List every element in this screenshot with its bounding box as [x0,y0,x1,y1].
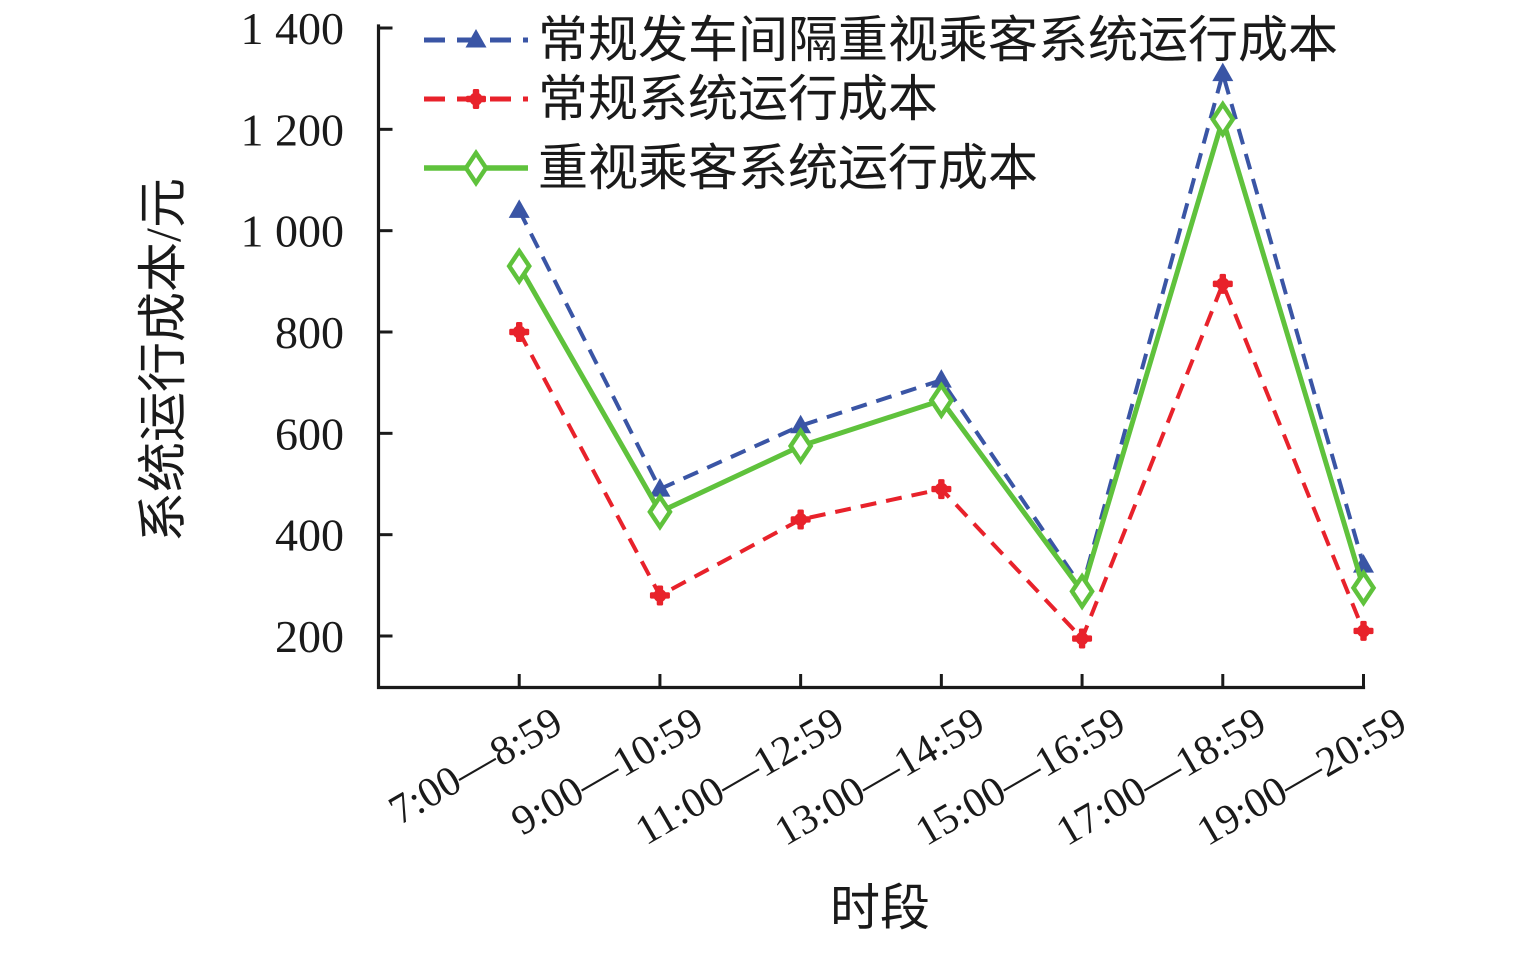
x-axis-title: 时段 [830,880,930,936]
diamond-marker [647,492,673,531]
triangle-marker [649,478,671,497]
plus-marker [472,89,480,109]
diamond-marker [506,247,532,286]
diamond-marker [1210,100,1236,139]
diamond-marker [787,426,814,466]
y-tick-label: 800 [275,307,344,358]
triangle-marker [508,199,530,218]
triangle-marker [465,29,487,48]
plus-marker [1078,628,1086,649]
diamond-marker [1350,568,1377,607]
y-tick-label: 400 [275,510,344,561]
plus-marker [1219,273,1226,294]
y-tick-label: 200 [275,611,344,662]
plus-marker [656,585,664,606]
legend-label-1: 常规系统运行成本 [538,71,938,127]
plus-marker [938,479,945,500]
axis-frame [376,24,1366,690]
triangle-marker [1212,62,1234,82]
y-tick-label: 1 000 [241,206,345,257]
diamond-marker [463,148,489,188]
triangle-marker [930,369,952,388]
y-tick-label: 600 [275,408,344,459]
legend-label-2: 重视乘客系统运行成本 [538,140,1038,196]
plus-marker [516,322,523,343]
y-axis-title: 系统运行成本/元 [135,178,191,542]
triangle-marker [790,414,812,434]
series-line-1 [517,281,1366,641]
plus-marker [797,509,804,530]
y-tick-label: 1 200 [241,104,345,155]
plus-marker [1360,620,1367,641]
diamond-marker [928,381,955,420]
diamond-marker [1069,572,1095,611]
y-tick-label: 1 400 [241,3,345,54]
legend-label-0: 常规发车间隔重视乘客系统运行成本 [538,12,1338,68]
